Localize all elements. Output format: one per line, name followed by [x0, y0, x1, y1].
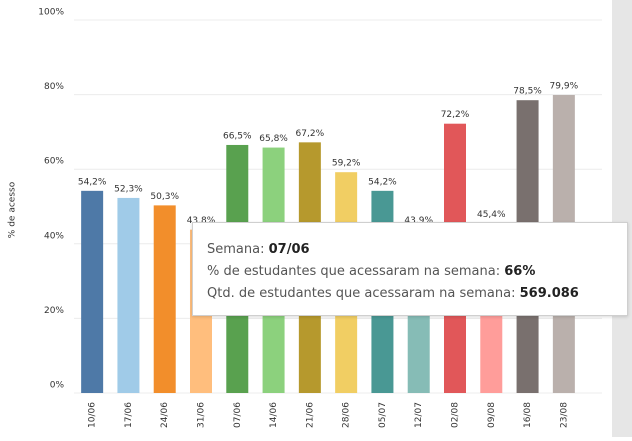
x-tick-label: 31/06: [197, 402, 207, 428]
data-label: 67,2%: [296, 129, 325, 139]
tooltip-value: 07/06: [268, 242, 310, 257]
data-label: 79,9%: [550, 81, 579, 91]
tooltip-label: Qtd. de estudantes que acessaram na sema…: [207, 286, 516, 301]
chart: % de acesso 0% 20% 40% 60% 80% 100% 10/06 54,2%…: [8, 8, 602, 428]
tooltip-value: 66%: [504, 264, 536, 279]
y-tick-label: 40%: [44, 231, 64, 241]
x-tick-label: 05/07: [378, 402, 388, 428]
tooltip-label: Semana:: [207, 242, 265, 257]
data-label: 54,2%: [78, 177, 107, 187]
side-panel: [612, 0, 632, 437]
x-tick-label: 17/06: [124, 402, 134, 428]
tooltip-row: Semana: 07/06: [207, 239, 627, 261]
data-label: 52,3%: [114, 184, 143, 194]
x-tick-label: 07/06: [233, 402, 243, 428]
y-tick-label: 80%: [44, 82, 64, 92]
x-tick-label: 21/06: [305, 402, 315, 428]
y-axis-label: % de acesso: [8, 181, 18, 238]
x-tick-label: 24/06: [160, 402, 170, 428]
tooltip-row: Qtd. de estudantes que acessaram na sema…: [207, 283, 627, 305]
x-tick-label: 14/06: [269, 402, 279, 428]
data-label: 45,4%: [477, 210, 506, 220]
data-label: 72,2%: [441, 110, 470, 120]
tooltip-label: % de estudantes que acessaram na semana:: [207, 264, 501, 279]
data-label: 43,8%: [187, 216, 216, 226]
tooltip-row: % de estudantes que acessaram na semana:…: [207, 261, 627, 283]
bar: [153, 205, 176, 393]
y-tick-label: 20%: [44, 306, 64, 316]
x-tick-label: 10/06: [88, 402, 98, 428]
x-tick-label: 09/08: [487, 402, 497, 428]
data-label: 65,8%: [259, 134, 288, 144]
data-label: 50,3%: [150, 192, 179, 202]
data-label: 43,9%: [404, 216, 433, 226]
data-label: 66,5%: [223, 131, 252, 141]
x-tick-label: 28/06: [342, 402, 352, 428]
data-label: 59,2%: [332, 159, 361, 169]
x-tick-label: 23/08: [559, 402, 569, 428]
x-tick-label: 02/08: [451, 402, 461, 428]
tooltip-value: 569.086: [519, 286, 579, 301]
bar: [81, 190, 104, 393]
y-tick-label: 60%: [44, 157, 64, 167]
data-label: 54,2%: [368, 177, 397, 187]
bar: [117, 197, 140, 393]
tooltip: Semana: 07/06 % de estudantes que acessa…: [192, 222, 628, 316]
y-tick-label: 0%: [50, 381, 65, 391]
data-label: 78,5%: [513, 87, 542, 97]
x-tick-label: 12/07: [414, 402, 424, 428]
x-tick-label: 16/08: [523, 402, 533, 428]
y-tick-label: 100%: [38, 8, 64, 18]
